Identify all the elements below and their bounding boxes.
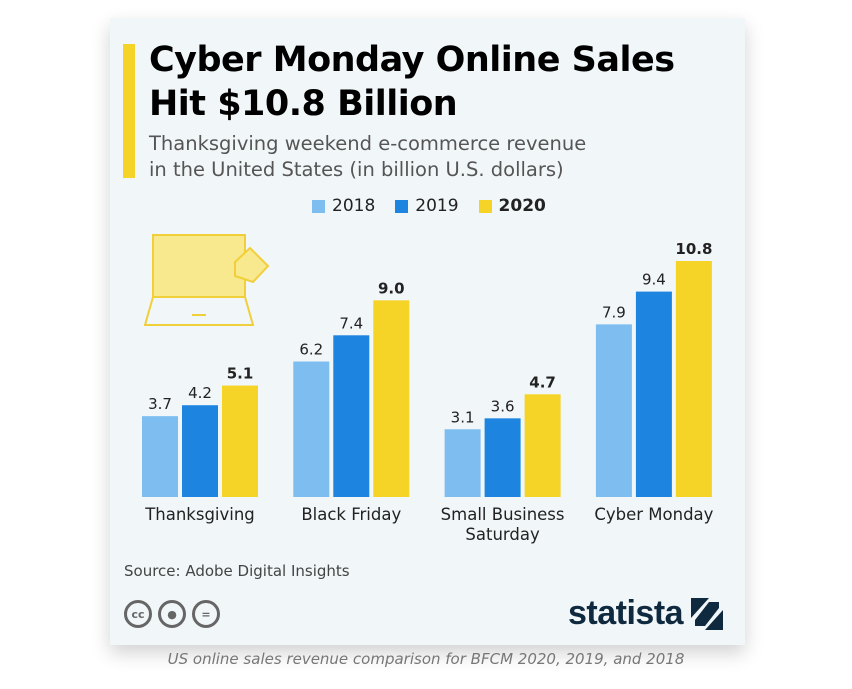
- chart-title: Cyber Monday Online Sales Hit $10.8 Bill…: [149, 40, 675, 124]
- attribution-icon: ●: [158, 600, 186, 628]
- no-derivatives-icon: =: [192, 600, 220, 628]
- category-label: Small Business: [441, 505, 565, 524]
- license-icons: cc ● =: [124, 600, 220, 628]
- data-label: 6.2: [299, 341, 323, 359]
- data-label: 3.1: [451, 408, 475, 426]
- data-label: 9.0: [378, 279, 405, 297]
- bar-2019: [182, 405, 218, 497]
- legend-item-2018: 2018: [312, 196, 375, 216]
- category-label: Cyber Monday: [594, 505, 713, 524]
- category-label: Black Friday: [301, 505, 401, 524]
- bar-2018: [595, 324, 632, 497]
- data-label: 7.4: [339, 314, 363, 332]
- bar-2019: [333, 335, 370, 497]
- legend-swatch: [395, 199, 409, 213]
- data-label: 4.2: [188, 384, 212, 402]
- bar-2019: [484, 418, 521, 497]
- data-label: 9.4: [642, 271, 666, 289]
- data-label: 7.9: [602, 303, 626, 321]
- bar-2018: [142, 416, 178, 497]
- bar-2018: [293, 361, 330, 497]
- data-label: 3.7: [148, 395, 172, 413]
- bar-2019: [635, 291, 672, 497]
- category-label: Saturday: [465, 525, 540, 544]
- bar-2020: [675, 261, 712, 497]
- legend-swatch: [312, 199, 325, 213]
- data-label: 10.8: [675, 240, 712, 258]
- laptop-price-tag-icon: [143, 234, 270, 326]
- image-caption: US online sales revenue comparison for B…: [167, 650, 685, 668]
- chart-subtitle: Thanksgiving weekend e-commerce revenue …: [149, 131, 586, 183]
- bar-2018: [444, 429, 481, 497]
- legend: 2018 2019 2020: [312, 196, 546, 216]
- bar-2020: [222, 385, 258, 497]
- bar-2020: [373, 300, 410, 497]
- bar-2020: [524, 394, 561, 497]
- subtitle-line-1: Thanksgiving weekend e-commerce revenue: [149, 132, 587, 155]
- legend-swatch: [478, 199, 492, 213]
- subtitle-line-2: in the United States (in billion U.S. do…: [149, 158, 564, 181]
- statista-logo-icon: [691, 597, 724, 630]
- data-label: 4.7: [529, 373, 556, 391]
- legend-item-2019: 2019: [395, 196, 459, 216]
- legend-item-2020: 2020: [478, 196, 546, 216]
- category-label: Thanksgiving: [144, 505, 255, 524]
- cc-icon: cc: [124, 600, 152, 628]
- title-accent-bar: [123, 44, 135, 178]
- source-note: Source: Adobe Digital Insights: [124, 562, 350, 580]
- data-label: 3.6: [491, 397, 515, 415]
- data-label: 5.1: [227, 365, 254, 383]
- statista-logo: statista: [568, 594, 724, 633]
